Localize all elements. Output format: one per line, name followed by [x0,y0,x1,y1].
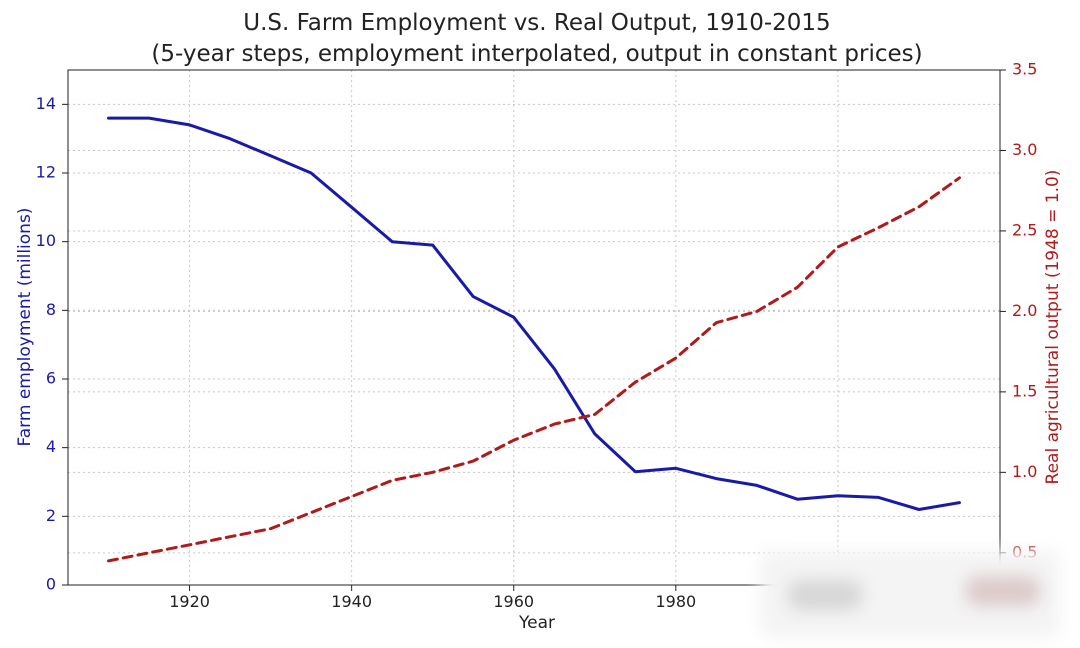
left-tick-label: 8 [46,300,56,319]
right-tick-label: 1.5 [1012,381,1037,400]
right-tick-label: 3.5 [1012,60,1037,79]
left-tick-label: 6 [46,369,56,388]
left-tick-label: 14 [36,94,56,113]
left-axis-label: Farm employment (millions) [15,208,35,447]
x-axis-label: Year [518,613,555,633]
left-tick-label: 12 [36,163,56,182]
chart-title: U.S. Farm Employment vs. Real Output, 19… [243,10,830,36]
left-tick-label: 2 [46,506,56,525]
right-tick-label: 1.0 [1012,462,1037,481]
right-axis-ticks: 0.51.01.52.02.53.03.5 [1000,60,1037,561]
x-tick-label: 1960 [493,592,534,611]
left-tick-label: 0 [46,575,56,594]
blurred-mark [788,580,862,610]
x-tick-label: 1980 [655,592,696,611]
plot-frame [67,69,1001,586]
output-series-line [107,176,961,563]
right-tick-label: 2.5 [1012,220,1037,239]
employment-series-line [107,116,961,511]
right-tick-label: 3.0 [1012,140,1037,159]
chart-subtitle: (5-year steps, employment interpolated, … [151,41,922,67]
x-tick-label: 1940 [331,592,372,611]
gridlines [68,69,1000,586]
series-layer [107,116,961,563]
left-axis-ticks: 0 2 4 6 8 10 12 14 [36,94,68,594]
x-tick-label: 1920 [169,592,210,611]
left-tick-label: 4 [46,437,56,456]
right-tick-label: 2.0 [1012,301,1037,320]
right-axis-label: Real agricultural output (1948 = 1.0) [1043,170,1063,485]
x-axis-ticks: 1920 1940 1960 1980 [169,585,696,611]
left-tick-label: 10 [36,231,56,250]
blurred-mark [966,576,1040,606]
